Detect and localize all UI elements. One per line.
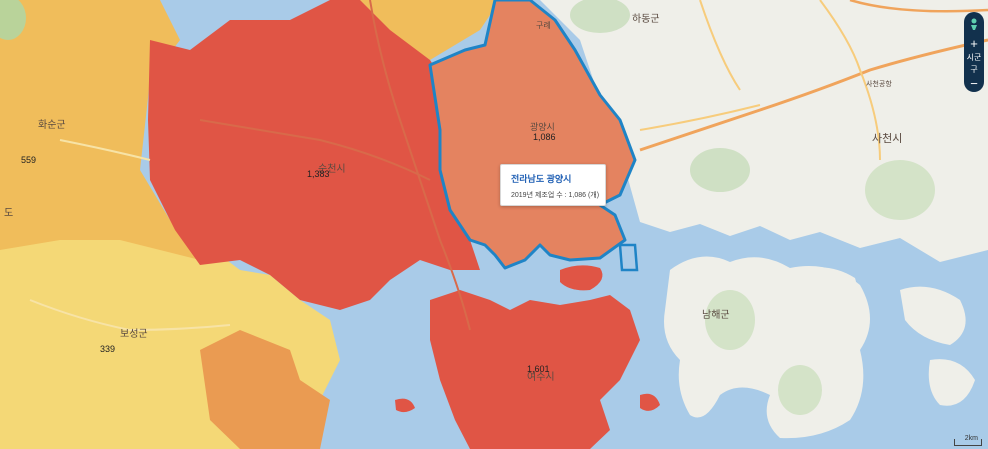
label-hadong: 하동군 xyxy=(632,12,660,25)
region-green-corner xyxy=(0,0,26,40)
label-namhae: 남해군 xyxy=(702,308,730,321)
label-boseong: 보성군 xyxy=(120,328,148,340)
value-yeosu: 1,601 xyxy=(527,364,550,374)
roads xyxy=(29,0,988,332)
region-suncheon[interactable] xyxy=(148,0,480,310)
value-suncheon: 1,383 xyxy=(307,169,330,179)
value-gwangyang: 1,086 xyxy=(533,132,556,142)
region-yeosu-islet-2[interactable] xyxy=(640,393,660,411)
label-yeosu: 여수시 xyxy=(527,371,555,383)
tooltip-value: 2019년 제조업 수 : 1,086 (개) xyxy=(511,192,600,199)
label-gurye: 구례 xyxy=(536,20,551,30)
hill-3 xyxy=(570,0,630,33)
value-hwasun: 559 xyxy=(21,155,36,165)
label-gwangyang: 광양시 xyxy=(530,121,555,132)
zoom-level-label: 시군구 xyxy=(966,53,982,74)
land-changseon xyxy=(800,267,857,312)
tooltip-title: 전라남도 광양시 xyxy=(511,174,572,184)
zoom-in-button[interactable]: + xyxy=(970,36,978,51)
land-islet-east xyxy=(900,286,966,345)
label-suncheon: 순천시 xyxy=(318,163,346,175)
map-controls: + 시군구 − xyxy=(964,12,984,92)
region-yeosu[interactable] xyxy=(430,290,640,449)
zoom-out-button[interactable]: − xyxy=(970,76,978,91)
highlight-border-gwangyang-islet xyxy=(618,243,639,272)
region-boseong-south[interactable] xyxy=(200,330,330,449)
person-pin-icon[interactable] xyxy=(964,12,984,36)
scale-label: 2km xyxy=(964,435,978,442)
hill-4 xyxy=(705,290,755,350)
region-tooltip: 전라남도 광양시 2019년 제조업 수 : 1,086 (개) xyxy=(500,164,606,206)
land-islet-se xyxy=(928,359,975,406)
scale-bar xyxy=(954,439,982,446)
hill-2 xyxy=(865,160,935,220)
label-hwasun: 화순군 xyxy=(38,119,66,131)
label-sacheon-airport: 사천공항 xyxy=(866,79,892,88)
region-gurye[interactable] xyxy=(340,0,500,60)
label-hwasun-edge: 도 xyxy=(4,208,13,219)
region-yeosu-islet-3[interactable] xyxy=(395,398,415,413)
value-boseong: 339 xyxy=(100,344,115,354)
highlight-border-gwangyang xyxy=(428,0,637,270)
hill-1 xyxy=(690,148,750,192)
hill-5 xyxy=(778,365,822,415)
label-sacheon: 사천시 xyxy=(872,131,902,145)
region-yeosu-north[interactable] xyxy=(560,265,603,291)
